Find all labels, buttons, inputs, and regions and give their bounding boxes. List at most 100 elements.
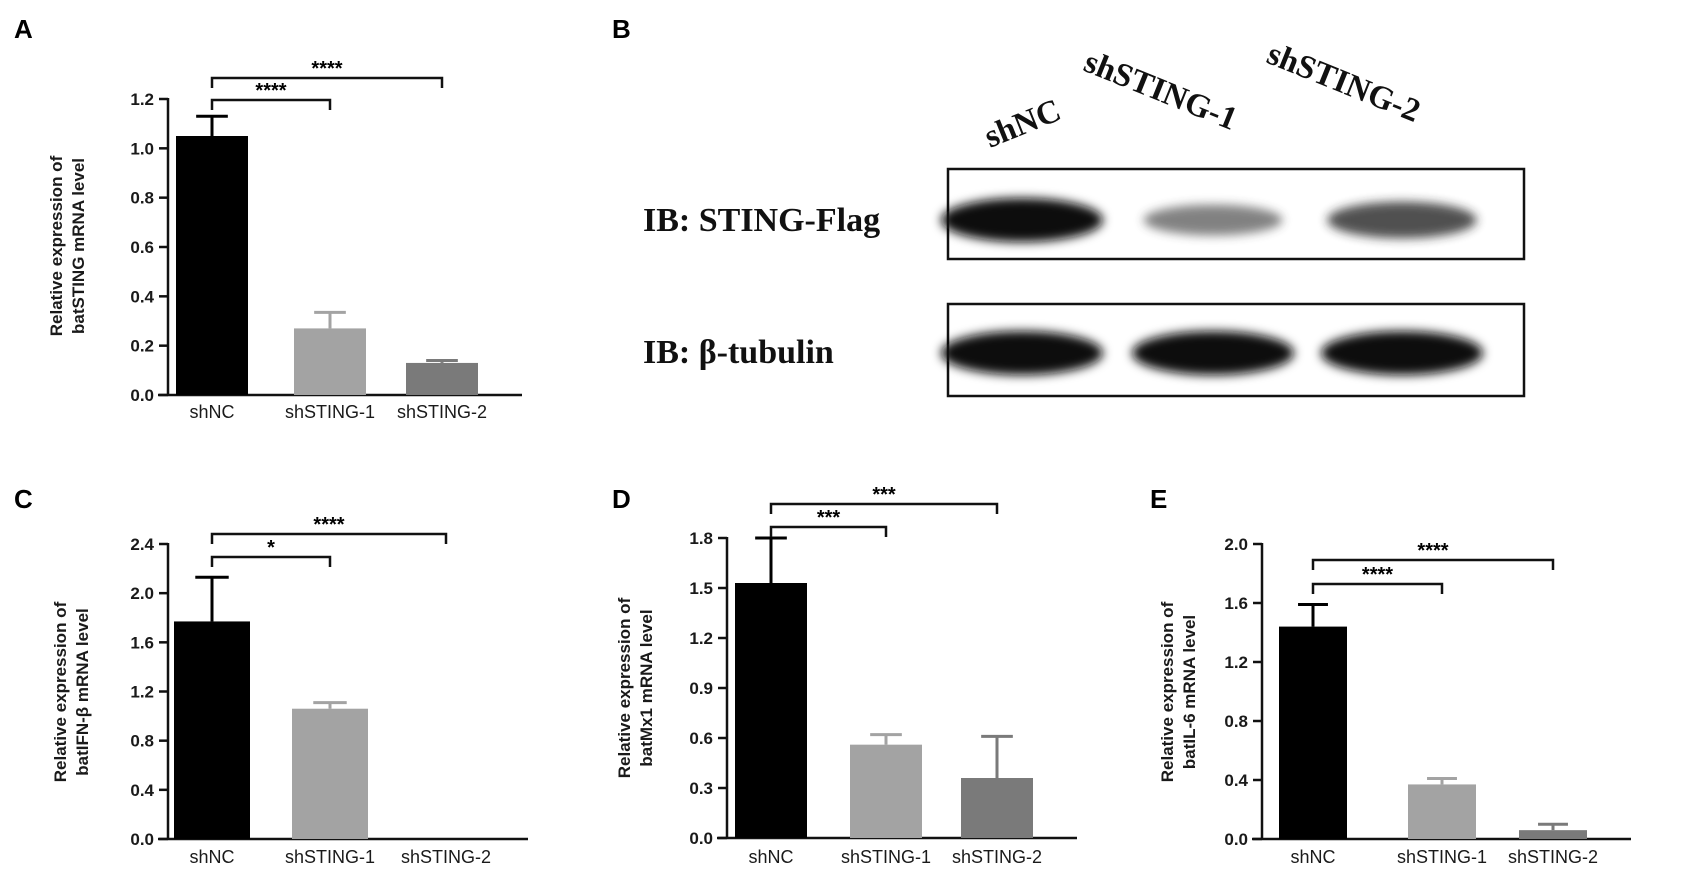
blot-band [1327,201,1477,239]
significance-bracket [1311,582,1444,594]
blot-band [941,198,1103,242]
blot-row-label: IB: β-tubulin [643,334,834,371]
y-tick-label: 1.0 [130,139,154,158]
chart-d: 0.0 0.3 0.6 0.9 1.2 1.5 1.8 Relative expression… [615,484,1077,867]
significance-bracket [210,76,444,88]
y-tick-label: 1.8 [689,529,713,548]
significance-label: **** [313,514,344,536]
y-axis-label-line: batIL-6 mRNA level [1180,615,1199,769]
bar [176,136,248,395]
significance-label: **** [255,80,286,102]
blot-lane-label: shSTING-1 [1079,44,1242,138]
significance-label: **** [311,58,342,80]
chart-a: 0.0 0.2 0.4 0.6 0.8 1.0 1.2 Relative expression… [47,58,522,422]
y-tick-label: 1.5 [689,579,713,598]
y-tick-label: 0.9 [689,679,713,698]
y-axis-label: Relative expression of batIL-6 mRNA level [1158,601,1199,782]
bar [961,778,1033,838]
x-tick-label: shNC [1290,847,1335,867]
bar [850,744,922,838]
bar [174,621,250,839]
blot-lane-label: shNC [980,92,1067,155]
y-axis-label-line: batSTING mRNA level [69,158,88,334]
bar [1408,784,1476,839]
y-tick-label: 0.8 [130,189,154,208]
y-tick-label: 0.8 [1224,712,1248,731]
bar [1519,830,1587,839]
significance-bracket [210,555,332,567]
y-tick-label: 1.2 [130,90,154,109]
significance-label: * [267,537,275,559]
panel-label-d: D [612,484,631,514]
blot-band [941,331,1103,375]
y-tick-label: 0.6 [689,729,713,748]
y-tick-label: 1.2 [130,683,154,702]
significance-bracket [1311,558,1555,570]
significance-label: **** [1417,540,1448,562]
y-tick-label: 0.8 [130,732,154,751]
blot-band [1321,331,1483,375]
bar [294,328,366,395]
y-axis-label-line: Relative expression of [1158,601,1177,782]
significance-label: *** [872,484,896,506]
x-tick-label: shSTING-2 [397,402,487,422]
panel-label-b: B [612,14,631,44]
significance-bracket [210,532,448,544]
blot-band [1143,204,1283,236]
y-tick-label: 0.0 [130,386,154,405]
y-axis-label-line: Relative expression of [47,155,66,336]
x-tick-label: shNC [189,847,234,867]
y-tick-label: 0.6 [130,238,154,257]
y-tick-label: 2.0 [1224,535,1248,554]
y-tick-label: 0.0 [1224,830,1248,849]
y-axis-label-line: Relative expression of [51,601,70,782]
x-tick-label: shNC [189,402,234,422]
x-tick-label: shNC [748,847,793,867]
x-tick-label: shSTING-1 [1397,847,1487,867]
panel-label-e: E [1150,484,1167,514]
blot-lane-label: shSTING-2 [1262,36,1425,130]
y-axis-label-line: batMx1 mRNA level [637,609,656,766]
significance-bracket [769,502,999,514]
significance-label: *** [817,507,841,529]
y-axis-label-line: Relative expression of [615,597,634,778]
x-tick-label: shSTING-2 [401,847,491,867]
y-tick-label: 0.0 [689,829,713,848]
y-tick-label: 0.4 [130,287,154,306]
y-tick-label: 1.6 [1224,594,1248,613]
y-tick-label: 0.3 [689,779,713,798]
bar [292,708,368,839]
y-tick-label: 2.0 [130,584,154,603]
western-blot: shNC shSTING-1 shSTING-2 IB: STING-Flag … [643,36,1526,398]
x-tick-label: shSTING-2 [1508,847,1598,867]
significance-bracket [210,98,332,110]
significance-bracket [769,525,888,537]
significance-label: **** [1362,564,1393,586]
x-tick-label: shSTING-1 [285,402,375,422]
y-axis-label: Relative expression of batSTING mRNA leve… [47,155,88,336]
y-tick-label: 0.4 [130,781,154,800]
chart-c: 0.0 0.4 0.8 1.2 1.6 2.0 2.4 Relative expression… [51,514,528,867]
y-axis-label: Relative expression of batMx1 mRNA level [615,597,656,778]
bar [406,362,478,395]
y-tick-label: 0.4 [1224,771,1248,790]
y-tick-label: 2.4 [130,535,154,554]
y-tick-label: 1.2 [689,629,713,648]
panel-label-c: C [14,484,33,514]
y-tick-label: 0.2 [130,337,154,356]
x-tick-label: shSTING-1 [841,847,931,867]
x-tick-label: shSTING-1 [285,847,375,867]
blot-band [1132,331,1294,375]
blot-bands [941,198,1483,375]
y-tick-label: 1.2 [1224,653,1248,672]
y-axis-label: Relative expression of batIFN-β mRNA leve… [51,601,92,782]
y-tick-label: 1.6 [130,633,154,652]
bar [1279,626,1347,839]
blot-row-label: IB: STING-Flag [643,202,880,239]
panel-label-a: A [14,14,33,44]
x-tick-label: shSTING-2 [952,847,1042,867]
y-tick-label: 0.0 [130,830,154,849]
y-axis-label-line: batIFN-β mRNA level [73,608,92,776]
bar [735,583,807,838]
